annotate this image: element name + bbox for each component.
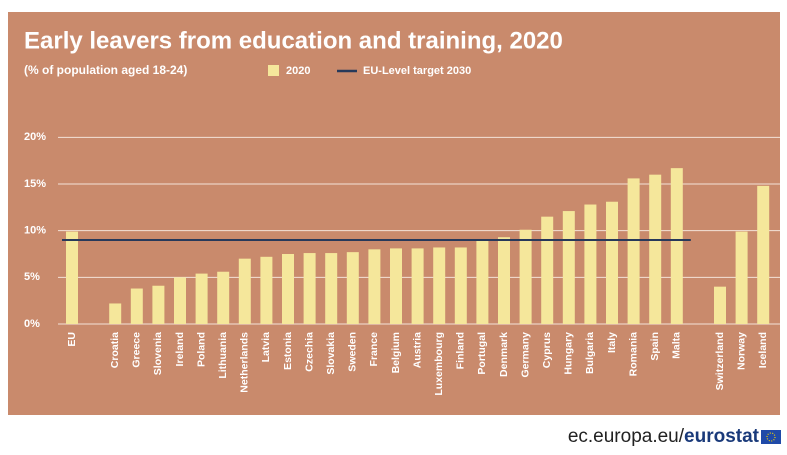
- bar: [282, 254, 294, 324]
- x-tick-label: Norway: [735, 332, 747, 370]
- bar: [714, 286, 726, 324]
- bar: [411, 248, 424, 324]
- y-tick-label: 10%: [24, 225, 46, 237]
- chart-title: Early leavers from education and trainin…: [24, 27, 563, 54]
- x-tick-label: Czechia: [303, 332, 315, 372]
- bar: [735, 231, 748, 324]
- x-tick-label: Austria: [411, 332, 423, 368]
- bar: [433, 247, 446, 324]
- x-tick-label: Sweden: [347, 332, 359, 372]
- bar: [670, 168, 683, 324]
- bar: [217, 271, 230, 324]
- y-tick-label: 15%: [24, 178, 46, 190]
- x-tick-label: Latvia: [260, 332, 272, 363]
- legend-label: 2020: [286, 65, 310, 77]
- x-tick-label: Italy: [606, 332, 618, 353]
- x-tick-label: Romania: [627, 332, 639, 377]
- eu-stars: [766, 432, 776, 442]
- x-tick-label: Lithuania: [217, 332, 229, 379]
- x-tick-label: Denmark: [498, 332, 510, 377]
- chart-subtitle: (% of population aged 18-24): [24, 63, 187, 77]
- bar: [260, 256, 273, 324]
- bar: [238, 258, 251, 324]
- bar: [562, 211, 575, 324]
- x-tick-label: Spain: [649, 332, 661, 361]
- bar: [152, 285, 165, 324]
- x-tick-label: Slovakia: [325, 332, 337, 375]
- bar: [519, 229, 532, 324]
- bar: [627, 178, 640, 324]
- x-tick-label: Portugal: [476, 332, 488, 375]
- bar: [476, 240, 489, 324]
- x-tick-label: EU: [66, 332, 78, 347]
- legend: 2020 EU-Level target 2030: [268, 65, 471, 77]
- bar: [649, 174, 662, 324]
- footer-domain: ec.europa.eu/: [568, 426, 685, 447]
- footer-brand: eurostat: [684, 426, 760, 447]
- x-tick-label: Switzerland: [714, 332, 726, 390]
- x-tick-label: Hungary: [563, 332, 575, 375]
- bar: [195, 273, 208, 324]
- x-tick-label: Greece: [131, 332, 143, 368]
- x-tick-label: Finland: [455, 332, 467, 369]
- bar: [174, 277, 186, 324]
- x-tick-label: Bulgaria: [584, 332, 596, 374]
- bar: [498, 237, 510, 324]
- x-tick-label: France: [368, 332, 380, 367]
- bar: [66, 231, 78, 324]
- x-tick-label: Belgium: [390, 332, 402, 373]
- x-tick-label: Malta: [671, 332, 683, 359]
- bar: [109, 303, 122, 324]
- x-tick-label: Ireland: [174, 332, 186, 366]
- x-tick-label: Cyprus: [541, 332, 553, 368]
- x-tick-label: Slovenia: [152, 332, 164, 375]
- x-tick-label: Luxembourg: [433, 332, 445, 396]
- bar: [606, 201, 618, 324]
- x-tick-label: Croatia: [109, 332, 121, 368]
- x-tick-label: Poland: [195, 332, 207, 367]
- x-tick-label: Iceland: [757, 332, 769, 368]
- bar: [346, 252, 359, 324]
- x-tick-label: Netherlands: [239, 332, 251, 393]
- legend-label: EU-Level target 2030: [363, 65, 471, 77]
- y-tick-label: 5%: [24, 271, 40, 283]
- x-tick-label: Germany: [519, 332, 531, 378]
- legend-swatch: [268, 65, 279, 76]
- bar: [390, 248, 402, 324]
- bar: [541, 216, 554, 324]
- bar: [303, 253, 316, 324]
- y-tick-label: 20%: [24, 131, 46, 143]
- y-tick-label: 0%: [24, 318, 40, 330]
- bar: [757, 185, 770, 324]
- footer-source: ec.europa.eu/eurostat: [568, 426, 760, 447]
- x-tick-label: Estonia: [282, 332, 294, 370]
- eu-flag: [761, 430, 781, 444]
- bar: [584, 204, 597, 324]
- bar: [325, 253, 338, 324]
- bar: [368, 249, 381, 324]
- bar: [130, 288, 143, 324]
- bar: [454, 247, 467, 324]
